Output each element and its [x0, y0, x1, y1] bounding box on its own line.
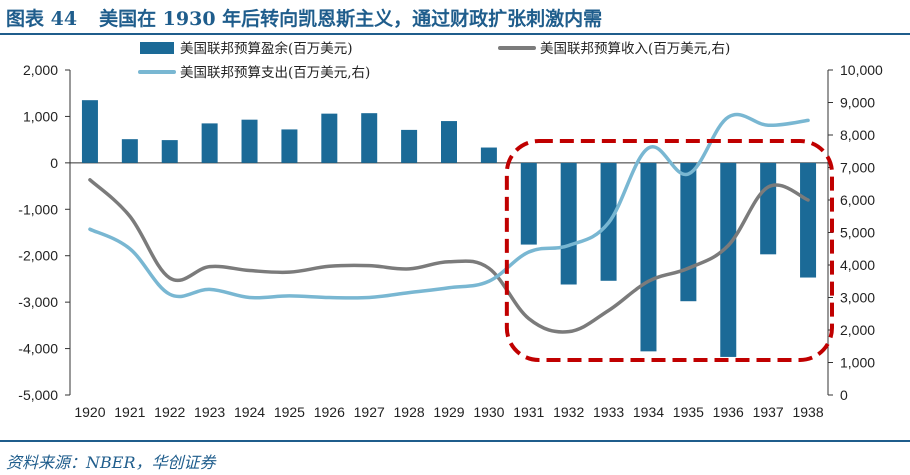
left-tick-label: 1,000 [23, 108, 58, 124]
chart-svg: -5,000 -4,000 -3,000 -2,000 -1,000 0 1,000 2,00… [18, 40, 883, 420]
right-tick-label: 1,000 [840, 355, 875, 371]
right-tick-label: 4,000 [840, 257, 875, 273]
left-tick-label: -2,000 [18, 248, 58, 264]
bar-surplus [680, 162, 697, 302]
legend-surplus-label: 美国联邦预算盈余(百万美元) [180, 40, 353, 57]
line-revenue [88, 178, 810, 334]
x-tick-label: 1921 [114, 404, 145, 420]
x-tick-label: 1927 [354, 404, 385, 420]
bar-surplus [800, 162, 817, 278]
bar-surplus [520, 162, 537, 245]
bar-surplus [121, 139, 138, 163]
source-note: 资料来源：NBER，华创证券 [6, 453, 216, 472]
highlight-box [504, 139, 834, 362]
x-tick-label: 1932 [553, 404, 584, 420]
x-tick-label: 1925 [274, 404, 305, 420]
bar-surplus [241, 119, 258, 163]
bar-surplus [281, 129, 298, 163]
bar-surplus [201, 123, 218, 163]
x-tick-label: 1936 [713, 404, 744, 420]
right-tick-label: 5,000 [840, 225, 875, 241]
bar-surplus [161, 140, 178, 163]
left-tick-label: 2,000 [23, 62, 58, 78]
bar-surplus [81, 100, 98, 163]
figure-label: 图表 44 [6, 8, 78, 30]
legend-expenditure-label: 美国联邦预算支出(百万美元,右) [180, 65, 370, 81]
right-tick-label: 3,000 [840, 290, 875, 306]
x-tick-label: 1931 [513, 404, 544, 420]
bar-surplus [361, 113, 378, 163]
bar-surplus [480, 147, 497, 163]
x-tick-label: 1920 [74, 404, 105, 420]
left-tick-label: -3,000 [18, 294, 58, 310]
bar-surplus [321, 113, 338, 163]
right-tick-label: 6,000 [840, 192, 875, 208]
left-tick-label: -4,000 [18, 341, 58, 357]
left-tick-label: 0 [50, 155, 58, 171]
x-tick-label: 1929 [433, 404, 464, 420]
x-tick-label: 1938 [792, 404, 823, 420]
x-tick-label: 1922 [154, 404, 185, 420]
legend-revenue-label: 美国联邦预算收入(百万美元,右) [540, 41, 730, 57]
right-tick-label: 8,000 [840, 127, 875, 143]
x-tick-label: 1926 [314, 404, 345, 420]
right-tick-label: 0 [840, 387, 848, 403]
x-tick-label: 1935 [673, 404, 704, 420]
chart-title: 图表 44 美国在 1930 年后转向凯恩斯主义，通过财政扩张刺激内需 [6, 4, 602, 31]
bar-surplus [560, 162, 577, 285]
bar-surplus [401, 129, 418, 163]
right-tick-label: 2,000 [840, 322, 875, 338]
x-tick-label: 1937 [753, 404, 784, 420]
x-tick-label: 1928 [394, 404, 425, 420]
left-tick-label: -5,000 [18, 387, 58, 403]
right-tick-label: 7,000 [840, 160, 875, 176]
left-tick-label: -1,000 [18, 201, 58, 217]
source-rule [0, 440, 910, 442]
bar-surplus [640, 162, 657, 352]
bar-surplus [441, 121, 457, 163]
x-tick-label: 1923 [194, 404, 225, 420]
x-tick-label: 1933 [593, 404, 624, 420]
right-tick-label: 9,000 [840, 95, 875, 111]
legend-surplus-swatch [140, 42, 174, 54]
x-tick-label: 1930 [473, 404, 504, 420]
right-tick-label: 10,000 [840, 62, 883, 78]
x-tick-label: 1934 [633, 404, 664, 420]
title-rule [0, 33, 910, 35]
title-text: 美国在 1930 年后转向凯恩斯主义，通过财政扩张刺激内需 [99, 8, 603, 30]
bar-surplus [760, 162, 777, 255]
x-tick-label: 1924 [234, 404, 265, 420]
bar-surplus [720, 162, 737, 357]
line-expenditure [88, 112, 810, 300]
